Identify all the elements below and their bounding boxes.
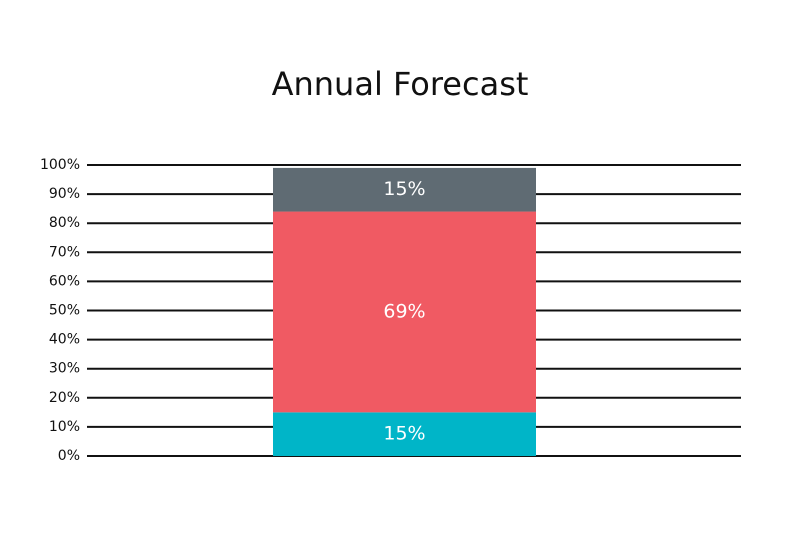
value-label: 15% bbox=[383, 178, 425, 200]
bar-segment bbox=[273, 412, 536, 456]
y-tick-label: 70% bbox=[49, 244, 80, 260]
y-tick-label: 60% bbox=[49, 273, 80, 289]
y-tick-label: 50% bbox=[49, 303, 80, 319]
bar-segment bbox=[273, 167, 536, 212]
y-tick-label: 30% bbox=[49, 361, 80, 377]
value-label: 69% bbox=[383, 300, 425, 322]
y-tick-label: 0% bbox=[58, 448, 80, 464]
y-tick-label: 40% bbox=[49, 332, 80, 348]
y-tick-label: 80% bbox=[49, 215, 80, 231]
bar-segment bbox=[273, 211, 536, 413]
chart-title: Annual Forecast bbox=[272, 65, 529, 103]
y-tick-label: 100% bbox=[40, 157, 80, 173]
y-tick-label: 20% bbox=[49, 390, 80, 406]
y-tick-label: 10% bbox=[49, 419, 80, 435]
y-tick-label: 90% bbox=[49, 186, 80, 202]
value-label: 15% bbox=[383, 423, 425, 445]
